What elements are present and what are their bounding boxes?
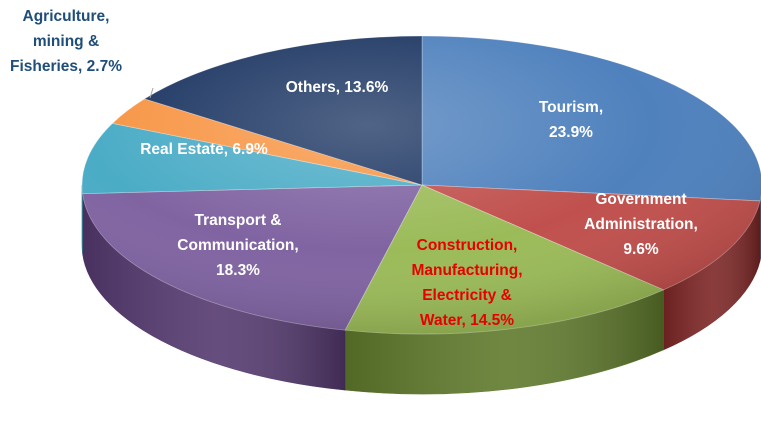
pie-gloss — [82, 36, 761, 334]
data-label-tourism: Tourism, 23.9% — [539, 99, 603, 141]
data-label-others: Others, 13.6% — [286, 79, 389, 96]
side-shade-transport-communication — [82, 193, 346, 391]
data-label-real-estate: Real Estate, 6.9% — [140, 141, 268, 158]
side-shade-real-estate — [82, 185, 83, 254]
leader-line-agriculture-mining-fisheries — [149, 87, 154, 99]
data-label-construction-manufacturing-electricity-water: Construction, Manufacturing, Electricity &… — [411, 237, 522, 329]
side-shade-construction-manufacturing-electricity-water — [345, 289, 664, 394]
data-label-government-administration: Government Administration, 9.6% — [584, 191, 698, 258]
data-label-transport-communication: Transport & Communication, 18.3% — [177, 212, 298, 279]
data-label-agriculture-mining-fisheries: Agriculture, mining & Fisheries, 2.7% — [10, 8, 122, 75]
side-shade-government-administration — [663, 200, 761, 350]
